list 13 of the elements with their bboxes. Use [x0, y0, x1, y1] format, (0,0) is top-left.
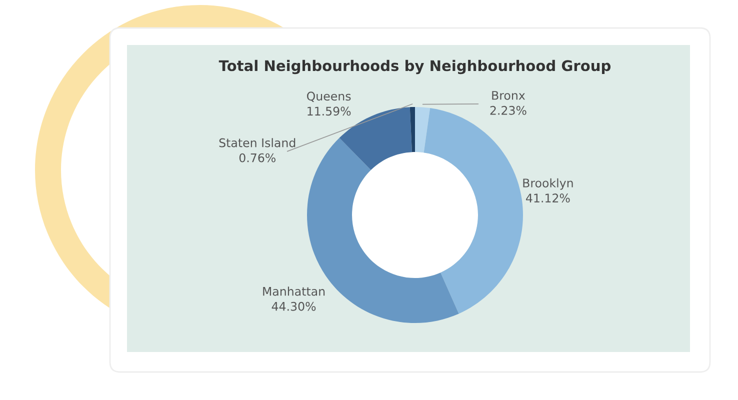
slice-label: Manhattan — [263, 286, 325, 296]
donut-slice — [410, 107, 415, 152]
slice-label: Brooklyn — [523, 178, 573, 190]
chart-title: Total Neighbourhoods by Neighbourhood Group — [218, 60, 611, 74]
data-label: 0.76% — [239, 153, 276, 162]
slice-label: Staten Island — [219, 138, 296, 148]
data-label: 2.23% — [490, 106, 526, 115]
slice-label: Queens — [307, 92, 351, 102]
data-label: 11.59% — [308, 106, 351, 116]
donut-slice — [415, 107, 430, 153]
data-label: 44.30% — [272, 302, 316, 311]
slice-label: Bronx — [492, 91, 526, 100]
data-label: 41.12% — [526, 194, 570, 202]
